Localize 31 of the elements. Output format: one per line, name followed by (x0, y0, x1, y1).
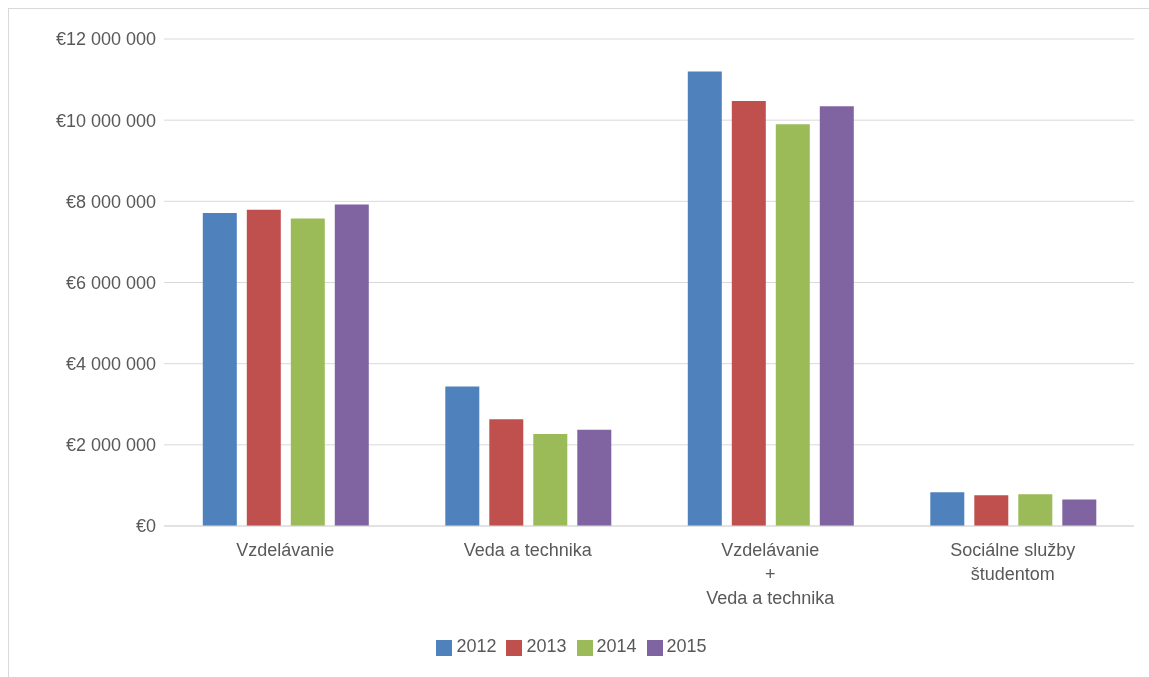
legend-label: 2012 (456, 636, 497, 656)
bar (731, 101, 766, 526)
bar (819, 106, 854, 526)
legend-label: 2014 (596, 636, 637, 656)
bar (489, 419, 524, 526)
y-tick-label: €8 000 000 (65, 191, 156, 212)
y-tick-label: €10 000 000 (55, 110, 156, 131)
x-tick-label: Sociálne služby študentom (950, 540, 1076, 584)
legend-label: 2015 (666, 636, 707, 656)
x-tick-label: Vzdelávanie (236, 540, 335, 560)
bar (775, 124, 810, 526)
bar (577, 429, 612, 526)
x-tick-label: Vzdelávanie + Veda a technika (706, 540, 836, 608)
legend-label: 2013 (526, 636, 567, 656)
bar (290, 218, 325, 526)
bar (533, 433, 568, 526)
bar (1018, 494, 1053, 526)
y-tick-label: €4 000 000 (65, 354, 156, 375)
bar (334, 204, 369, 526)
y-tick-label: €2 000 000 (65, 435, 156, 456)
bar (930, 492, 965, 526)
bar (445, 386, 480, 526)
bar (1062, 499, 1097, 526)
x-tick-label: Veda a technika (463, 540, 593, 560)
y-tick-label: €12 000 000 (55, 29, 156, 50)
bar (246, 209, 281, 526)
y-tick-label: €6 000 000 (65, 272, 156, 293)
bar (202, 213, 237, 526)
bar (974, 495, 1009, 526)
bar (687, 71, 722, 526)
y-tick-label: €0 (135, 516, 156, 537)
